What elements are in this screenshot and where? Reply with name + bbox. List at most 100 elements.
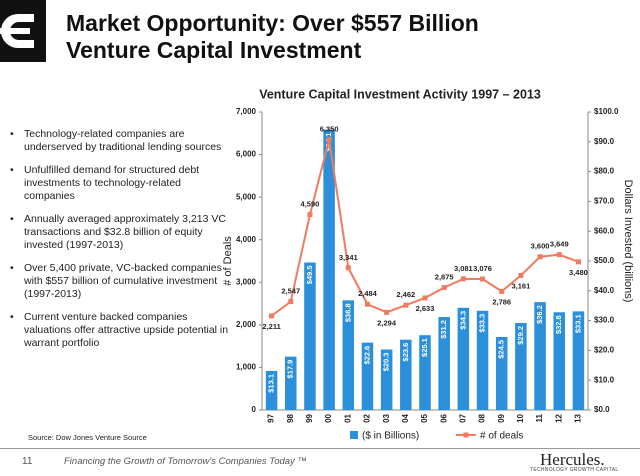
y2-tick-label: $40.0 — [594, 286, 615, 295]
line-label: 2,786 — [492, 297, 511, 306]
bar-label: $13.1 — [267, 374, 276, 393]
y2-tick-label: $60.0 — [594, 226, 615, 235]
x-tick-label: 01 — [343, 413, 352, 422]
line-marker — [288, 299, 294, 305]
bar — [438, 317, 450, 410]
y-axis-title: # of Deals — [222, 236, 234, 286]
bar-label: $20.3 — [382, 353, 391, 372]
x-tick-label: 13 — [574, 413, 583, 422]
logo-mark — [0, 0, 46, 62]
bar — [342, 300, 355, 410]
bullet: Unfulfilled demand for structured debt i… — [10, 164, 230, 203]
x-tick-label: 03 — [382, 413, 391, 422]
y-tick-label: 4,000 — [236, 235, 257, 244]
x-tick-label: 98 — [286, 413, 295, 422]
y2-tick-label: $30.0 — [594, 316, 615, 325]
y2-tick-label: $90.0 — [594, 137, 615, 146]
line-label: 4,590 — [301, 200, 320, 209]
y2-tick-label: $0.0 — [594, 405, 610, 414]
x-tick-label: 12 — [554, 413, 563, 422]
bar — [515, 322, 527, 410]
bar-label: $23.6 — [401, 343, 410, 362]
y-tick-label: 0 — [252, 405, 257, 414]
line — [270, 139, 579, 317]
x-tick-label: 99 — [305, 413, 314, 422]
legend-swatch — [350, 431, 358, 439]
bar — [495, 336, 508, 410]
line-marker — [441, 285, 447, 291]
y2-tick-label: $50.0 — [594, 256, 615, 265]
line-marker — [326, 137, 332, 143]
x-tick-label: 05 — [420, 413, 429, 422]
bar — [553, 312, 565, 410]
legend-label: # of deals — [480, 431, 523, 442]
bar-label: $34.3 — [458, 311, 467, 330]
bullet-list: Technology-related companies are underse… — [10, 128, 230, 360]
line-marker — [556, 252, 562, 258]
line-marker — [269, 313, 275, 319]
brand: Hercules. — [540, 450, 605, 469]
x-tick-label: 02 — [363, 413, 372, 422]
line-label: 2,462 — [396, 290, 415, 299]
line-marker — [345, 265, 351, 271]
line-label: 3,480 — [569, 268, 588, 277]
line-label: 3,341 — [339, 253, 358, 262]
line-marker — [460, 276, 466, 282]
x-tick-label: 00 — [324, 413, 333, 422]
y2-tick-label: $80.0 — [594, 167, 615, 176]
x-tick-label: 11 — [535, 413, 544, 422]
bar — [572, 311, 585, 410]
y-tick-label: 1,000 — [236, 363, 257, 372]
line-marker — [575, 259, 581, 265]
x-tick-label: 08 — [478, 413, 487, 422]
line-marker — [403, 302, 409, 308]
bar — [534, 302, 546, 410]
x-tick-label: 07 — [458, 413, 467, 422]
bar — [400, 339, 412, 410]
line-marker — [384, 309, 390, 315]
bar — [304, 262, 316, 410]
tagline: Financing the Growth of Tomorrow's Compa… — [64, 456, 307, 467]
bar — [323, 129, 335, 410]
source: Source: Dow Jones Venture Source — [28, 433, 147, 442]
line-marker — [364, 301, 370, 307]
bar-label: $17.9 — [286, 360, 295, 379]
line-label: 3,649 — [550, 240, 569, 249]
bullet: Annually averaged approximately 3,213 VC… — [10, 213, 230, 252]
line-label: 3,076 — [473, 264, 492, 273]
page-number: 11 — [22, 456, 33, 467]
bar — [457, 307, 470, 410]
y2-axis-title: Dollars Invested (billions) — [622, 180, 634, 303]
footer-rule — [0, 448, 640, 449]
bar — [265, 370, 278, 410]
line-label: 2,633 — [416, 304, 435, 313]
bar-label: $31.2 — [439, 320, 448, 339]
slide-title: Venture Capital Investment — [66, 37, 362, 63]
line-label: 3,161 — [511, 281, 530, 290]
line-label: 3,081 — [454, 264, 473, 273]
brand-subtitle: TECHNOLOGY GROWTH CAPITAL — [530, 467, 619, 473]
y2-tick-label: $20.0 — [594, 346, 615, 355]
legend-swatch — [463, 432, 469, 438]
bar-label: $36.2 — [535, 305, 544, 324]
bar-label: $29.2 — [516, 326, 525, 345]
bar-label: $32.8 — [554, 315, 563, 334]
y-tick-label: 3,000 — [236, 277, 257, 286]
x-tick-label: 10 — [516, 413, 525, 422]
line-marker — [499, 288, 505, 294]
bar-label: $22.6 — [362, 346, 371, 365]
line-marker — [537, 254, 543, 260]
x-tick-label: 06 — [439, 413, 448, 422]
y2-tick-label: $70.0 — [594, 197, 615, 206]
line-label: 3,600 — [531, 242, 550, 251]
line-marker — [307, 212, 313, 218]
bar-label: $36.8 — [343, 303, 352, 322]
y-tick-label: 7,000 — [236, 107, 257, 116]
bullet: Current venture backed companies valuati… — [10, 311, 230, 350]
slide-title: Market Opportunity: Over $557 Billion — [66, 10, 479, 36]
bar-label: $33.3 — [478, 314, 487, 333]
x-tick-label: 09 — [497, 413, 506, 422]
line-label: 2,547 — [281, 287, 300, 296]
